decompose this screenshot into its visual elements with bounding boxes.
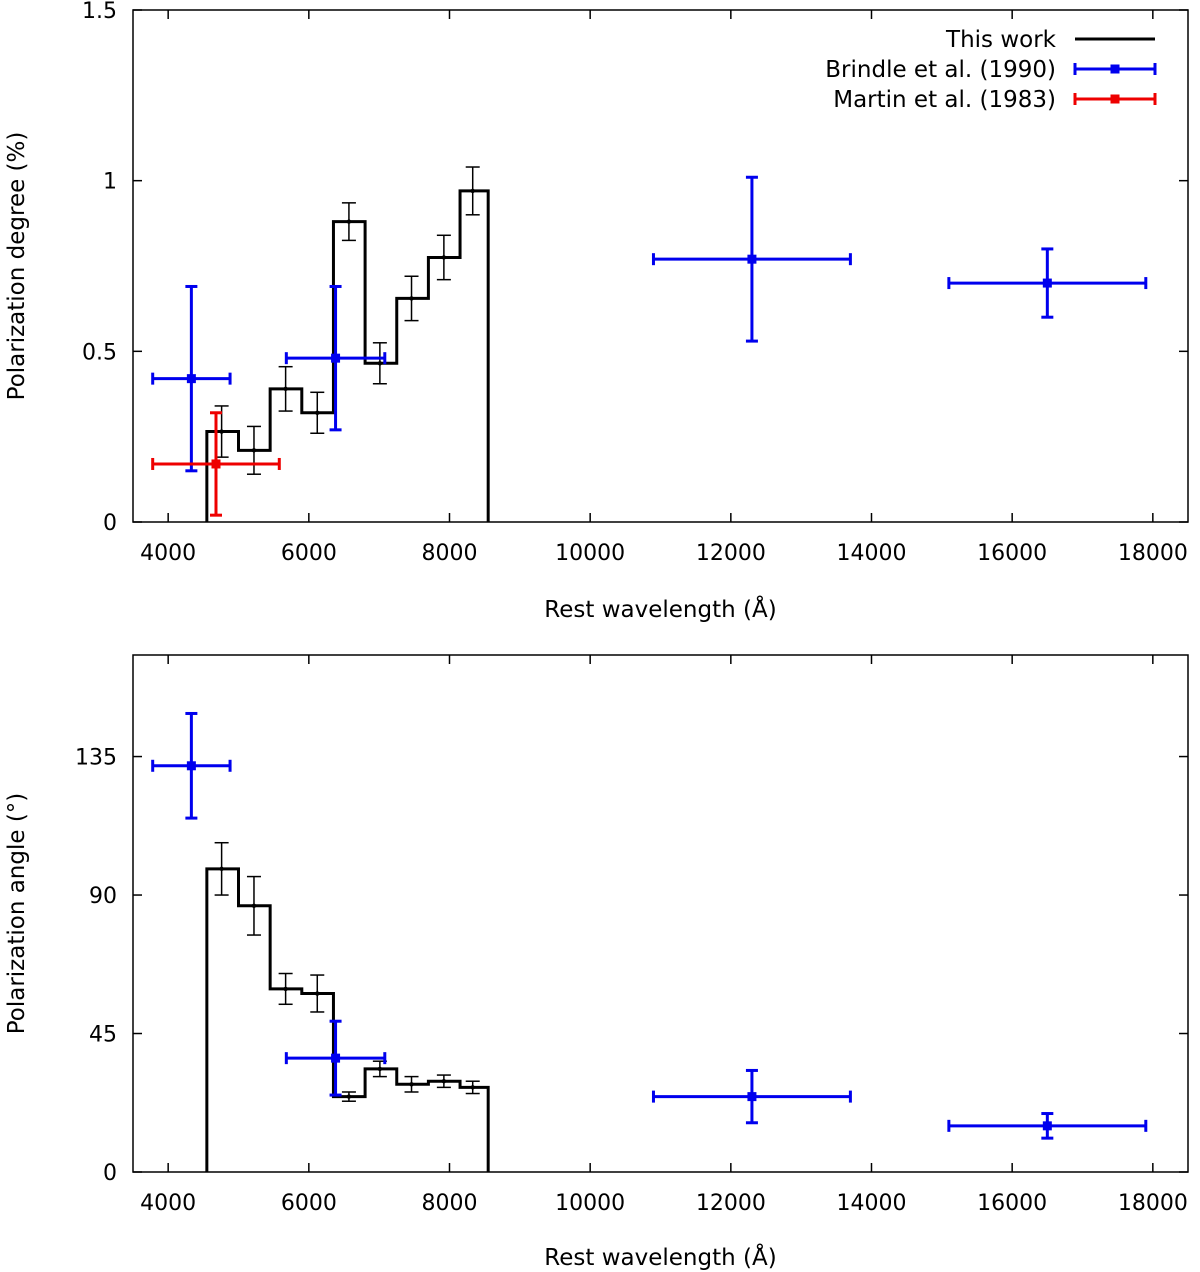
x-axis-label: Rest wavelength (Å) bbox=[544, 1243, 776, 1271]
brindle-point bbox=[747, 1092, 757, 1102]
this-work-point bbox=[377, 361, 383, 366]
x-tick-label: 8000 bbox=[422, 1191, 478, 1216]
brindle-point bbox=[1042, 1121, 1052, 1131]
this-work-point bbox=[283, 986, 288, 992]
this-work-point bbox=[409, 296, 414, 301]
polarization-degree-panel: 4000 6000 8000 10000 12000 14000 16000 18000 0 0.… bbox=[4, 0, 1189, 623]
x-tick-label: 6000 bbox=[281, 541, 337, 566]
this-work-point bbox=[283, 386, 288, 392]
brindle-point bbox=[331, 353, 341, 363]
this-work-point bbox=[346, 219, 352, 224]
x-tick-label: 10000 bbox=[555, 1191, 625, 1216]
x-tick-label: 14000 bbox=[837, 541, 907, 566]
y-tick-label: 90 bbox=[89, 884, 117, 909]
y-tick-label: 1 bbox=[103, 170, 117, 195]
x-tick-label: 4000 bbox=[140, 1191, 196, 1216]
y-tick-label: 135 bbox=[75, 746, 117, 771]
brindle-point bbox=[747, 254, 757, 264]
y-tick-label: 45 bbox=[89, 1023, 117, 1048]
this-work-point bbox=[377, 1066, 383, 1072]
this-work-point bbox=[315, 991, 320, 996]
legend-label-brindle: Brindle et al. (1990) bbox=[825, 57, 1056, 83]
plot-area bbox=[151, 166, 1148, 522]
y-tick-label: 1.5 bbox=[82, 0, 117, 24]
x-axis-label: Rest wavelength (Å) bbox=[544, 595, 776, 623]
x-tick-label: 18000 bbox=[1118, 1191, 1188, 1216]
this-work-point bbox=[251, 448, 257, 453]
this-work-point bbox=[470, 188, 475, 194]
polarization-angle-panel: 4000 6000 8000 10000 12000 14000 16000 18000 0 45… bbox=[4, 654, 1189, 1271]
this-work-point bbox=[219, 429, 224, 434]
this-work-point bbox=[470, 1085, 475, 1090]
x-tick-label: 12000 bbox=[696, 1191, 766, 1216]
this-work-point bbox=[346, 1094, 352, 1099]
x-tick-label: 14000 bbox=[837, 1191, 907, 1216]
this-work-point bbox=[315, 410, 320, 415]
plot-frame bbox=[132, 9, 1189, 523]
x-tick-label: 16000 bbox=[977, 1191, 1047, 1216]
y-tick-label: 0 bbox=[103, 1161, 117, 1186]
martin-point bbox=[211, 459, 221, 469]
brindle-point bbox=[186, 761, 196, 771]
x-tick-label: 12000 bbox=[696, 541, 766, 566]
this-work-point bbox=[441, 255, 447, 260]
legend-swatch-point-martin bbox=[1110, 94, 1120, 104]
brindle-point bbox=[1042, 278, 1052, 288]
y-tick-label: 0 bbox=[103, 511, 117, 536]
x-tick-label: 8000 bbox=[422, 541, 478, 566]
brindle-point bbox=[331, 1053, 341, 1063]
legend: This work Brindle et al. (1990) Martin et … bbox=[825, 27, 1157, 113]
this-work-step-line bbox=[205, 867, 490, 1172]
this-work-point bbox=[219, 866, 224, 872]
plot-frame bbox=[132, 654, 1189, 1173]
x-tick-label: 6000 bbox=[281, 1191, 337, 1216]
legend-label-this: This work bbox=[945, 27, 1057, 53]
brindle-point bbox=[186, 374, 196, 384]
this-work-point bbox=[251, 903, 257, 909]
x-tick-label: 18000 bbox=[1118, 541, 1188, 566]
y-axis-label: Polarization degree (%) bbox=[4, 132, 30, 401]
y-axis-label: Polarization angle (°) bbox=[4, 793, 30, 1035]
this-work-point bbox=[409, 1082, 414, 1087]
y-tick-label: 0.5 bbox=[82, 340, 117, 365]
plot-area bbox=[151, 711, 1148, 1172]
legend-label-martin: Martin et al. (1983) bbox=[833, 87, 1056, 113]
this-work-point bbox=[441, 1079, 447, 1084]
x-tick-label: 4000 bbox=[140, 541, 196, 566]
legend-swatch-point-brindle bbox=[1110, 64, 1120, 74]
x-tick-label: 16000 bbox=[977, 541, 1047, 566]
x-tick-label: 10000 bbox=[555, 541, 625, 566]
